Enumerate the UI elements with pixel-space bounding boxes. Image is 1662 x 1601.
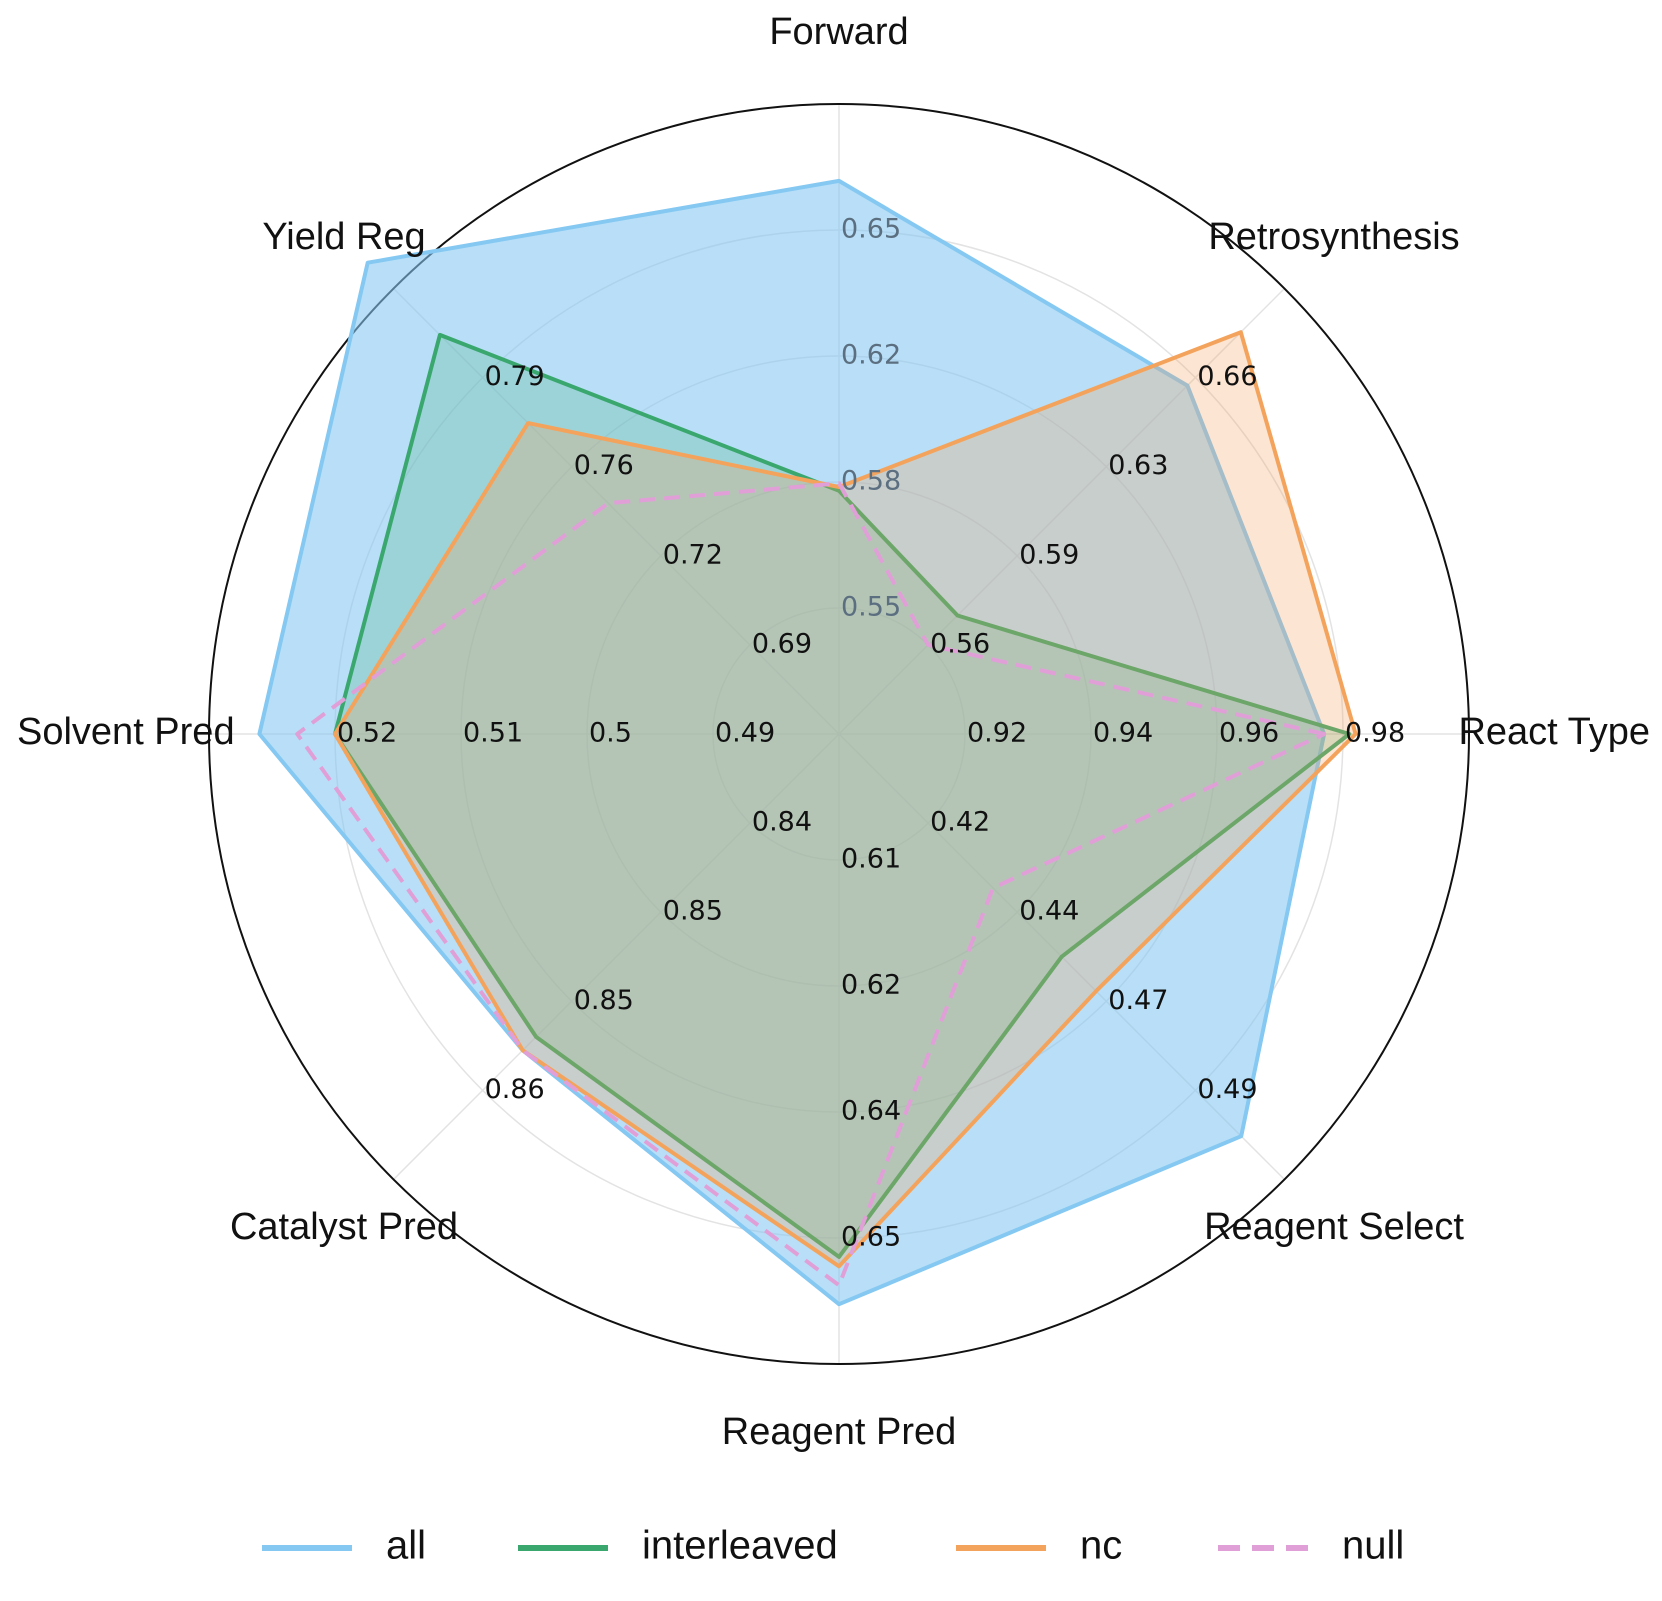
tick-label-catalyst-pred-2: 0.85 (663, 896, 723, 927)
tick-label-solvent-pred-1: 0.49 (715, 718, 775, 749)
axis-label-forward: Forward (769, 11, 908, 53)
tick-label-catalyst-pred-1: 0.84 (752, 807, 812, 838)
tick-label-forward-2: 0.58 (841, 466, 901, 497)
axis-label-reagent-pred: Reagent Pred (722, 1411, 957, 1453)
tick-label-forward-1: 0.55 (841, 592, 901, 623)
axis-label-retrosynthesis: Retrosynthesis (1208, 216, 1459, 258)
series-nc-polygon (333, 330, 1358, 1269)
tick-label-react-type-3: 0.96 (1219, 718, 1279, 749)
tick-label-yield-reg-4: 0.79 (485, 361, 545, 392)
legend-label-interleaved: interleaved (642, 1524, 838, 1568)
tick-label-reagent-pred-1: 0.61 (841, 844, 901, 875)
tick-label-reagent-select-3: 0.47 (1108, 985, 1168, 1016)
tick-label-retrosynthesis-4: 0.66 (1197, 361, 1257, 392)
tick-label-solvent-pred-2: 0.5 (589, 718, 632, 749)
axis-labels: React Type Retrosynthesis Forward Yield Reg… (17, 11, 1650, 1453)
tick-label-reagent-select-4: 0.49 (1197, 1074, 1257, 1105)
tick-label-react-type-2: 0.94 (1093, 718, 1153, 749)
tick-label-yield-reg-3: 0.76 (574, 450, 634, 481)
axis-label-reagent-select: Reagent Select (1204, 1206, 1464, 1248)
tick-label-forward-3: 0.62 (841, 340, 901, 371)
tick-label-reagent-pred-4: 0.65 (841, 1222, 901, 1253)
tick-label-reagent-select-1: 0.42 (930, 807, 990, 838)
tick-label-retrosynthesis-2: 0.59 (1019, 539, 1079, 570)
series (257, 178, 1358, 1307)
legend-label-nc: nc (1080, 1524, 1122, 1568)
legend-label-all: all (386, 1524, 426, 1568)
tick-label-yield-reg-2: 0.72 (663, 539, 723, 570)
outer-ring (208, 103, 1470, 1365)
legend-label-null: null (1342, 1524, 1404, 1568)
axis-label-catalyst-pred: Catalyst Pred (230, 1206, 458, 1248)
tick-label-react-type-4: 0.98 (1345, 718, 1405, 749)
legend: all interleaved nc null (262, 1524, 1404, 1568)
tick-label-reagent-pred-2: 0.62 (841, 970, 901, 1001)
tick-label-solvent-pred-4: 0.52 (337, 718, 397, 749)
tick-labels: 0.92 0.94 0.96 0.98 0.56 0.59 0.63 0.66 0.55 0.58… (337, 214, 1405, 1253)
tick-label-retrosynthesis-1: 0.56 (930, 628, 990, 659)
tick-label-react-type-1: 0.92 (967, 718, 1027, 749)
tick-label-reagent-pred-3: 0.64 (841, 1096, 901, 1127)
tick-label-forward-4: 0.65 (841, 214, 901, 245)
tick-label-solvent-pred-3: 0.51 (463, 718, 523, 749)
tick-label-catalyst-pred-4: 0.86 (485, 1074, 545, 1105)
tick-label-retrosynthesis-3: 0.63 (1108, 450, 1168, 481)
tick-label-yield-reg-1: 0.69 (752, 628, 812, 659)
axis-label-yield-reg: Yield Reg (262, 216, 425, 258)
tick-label-catalyst-pred-3: 0.85 (574, 985, 634, 1016)
tick-label-reagent-select-2: 0.44 (1019, 896, 1079, 927)
series-null-polygon (295, 481, 1327, 1288)
axis-label-react-type: React Type (1458, 711, 1650, 753)
axis-label-solvent-pred: Solvent Pred (17, 711, 235, 753)
